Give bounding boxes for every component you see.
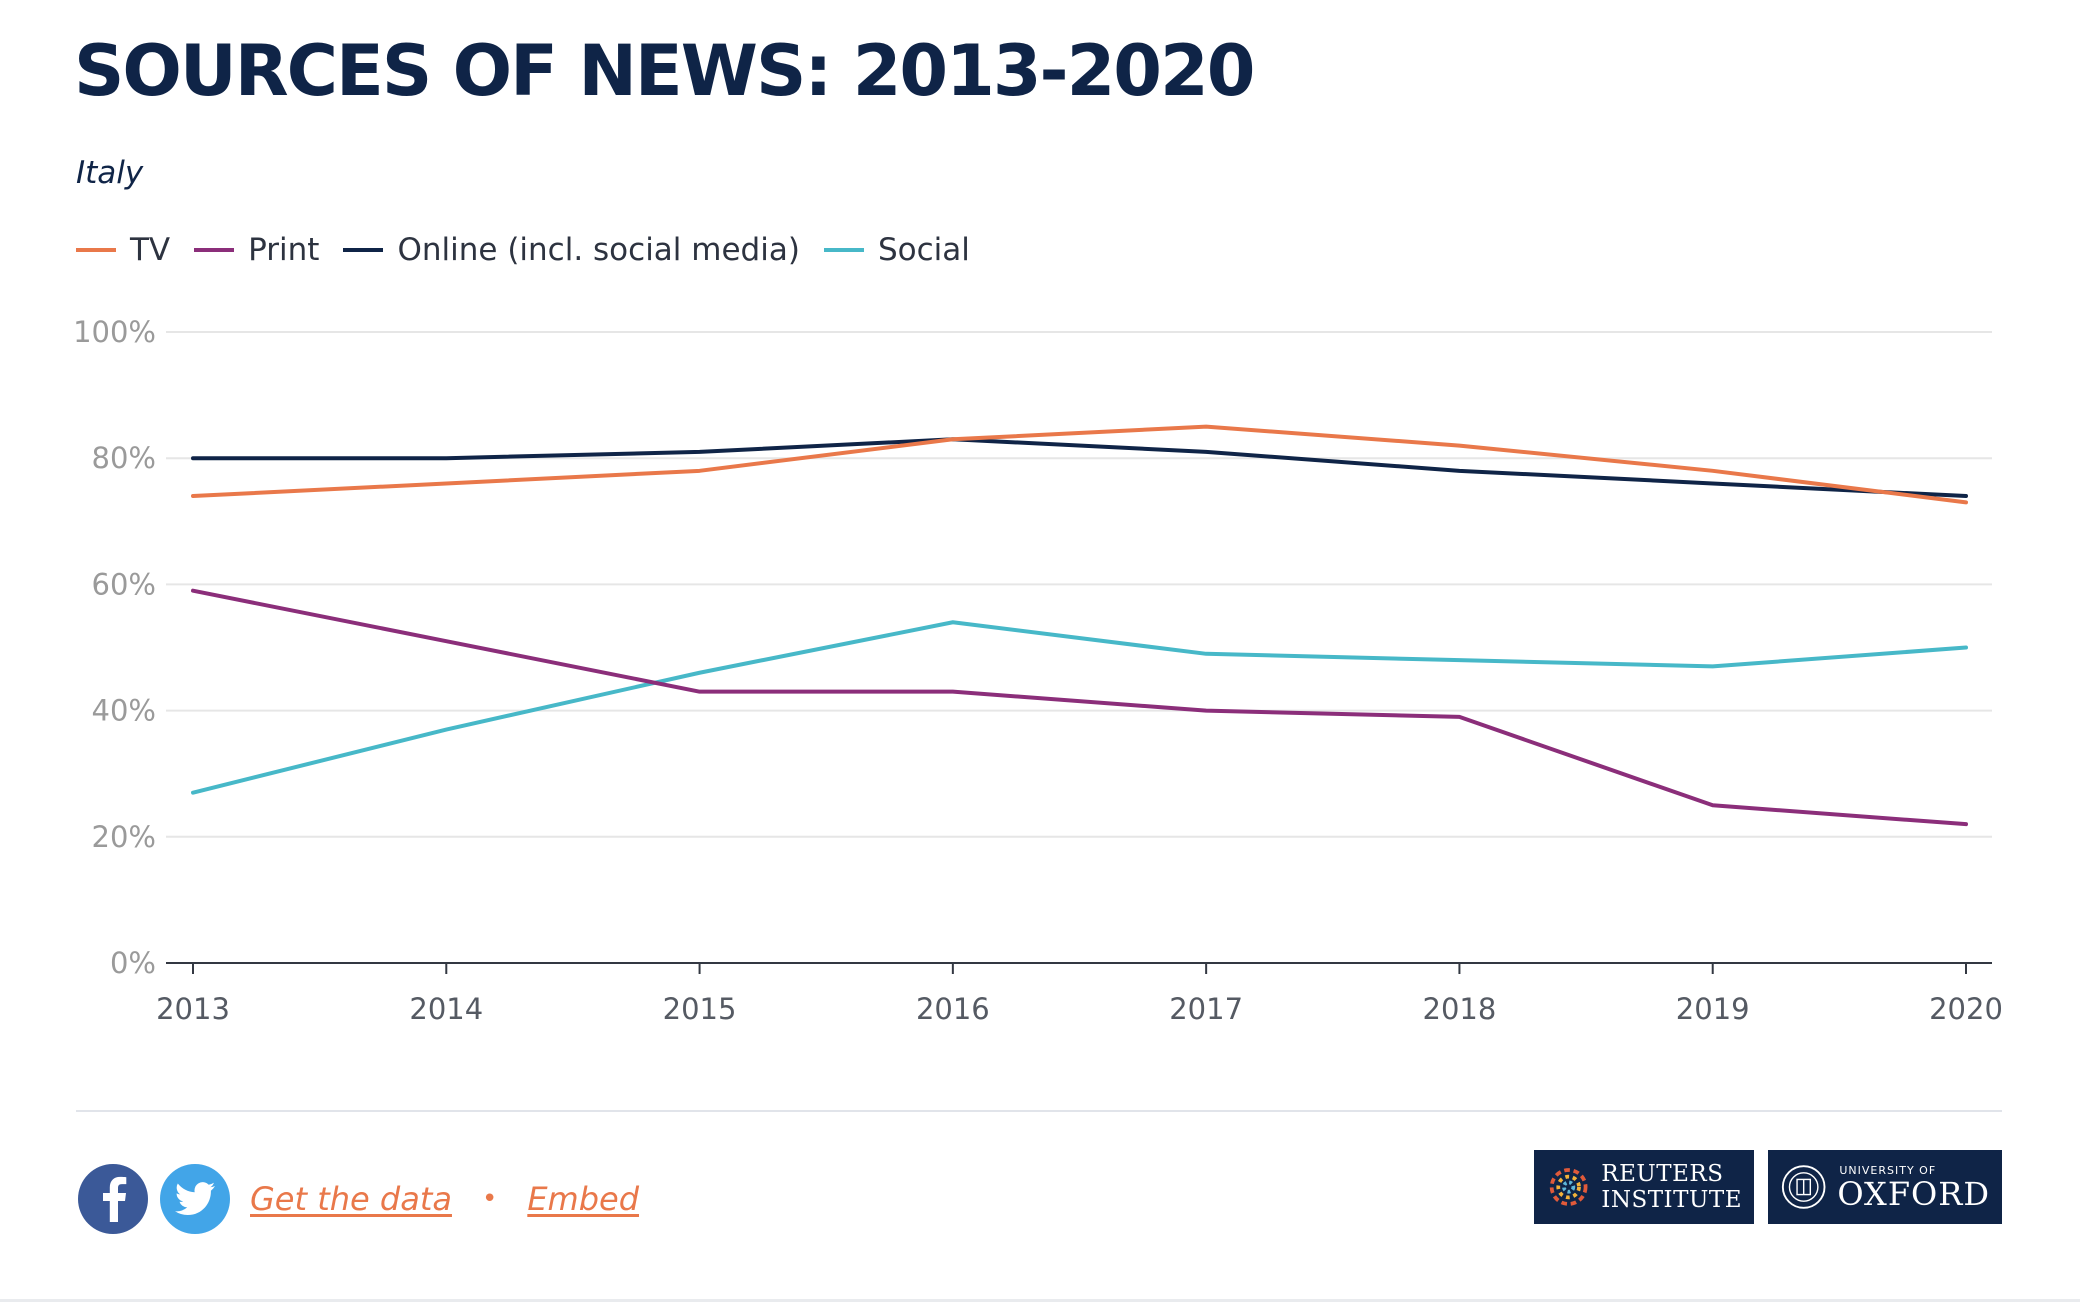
oxford-logo-text: UNIVERSITY OF OXFORD	[1837, 1164, 1990, 1211]
series-line-social	[191, 620, 1968, 795]
oxford-university-logo[interactable]: UNIVERSITY OF OXFORD	[1768, 1150, 2002, 1224]
x-tick-label: 2020	[1929, 992, 2003, 1026]
line-chart: 0% 20% 40% 60% 80% 100% 2013 2014 2015 2016 2017 20…	[73, 315, 2003, 1026]
legend-label-tv: TV	[130, 232, 171, 268]
legend-item-social: Social	[823, 232, 970, 268]
page-bottom-border	[0, 1299, 2080, 1302]
legend: TV Print Online (incl. social media) Soc…	[76, 230, 994, 270]
footer-share-row: Get the data • Embed	[78, 1162, 639, 1236]
partner-logos: REUTERS INSTITUTE UNIVERSITY OF OXFORD	[1520, 1150, 2002, 1224]
series-line-print	[191, 588, 1968, 827]
legend-label-print: Print	[248, 232, 320, 268]
twitter-icon	[175, 1182, 215, 1215]
x-tick-label: 2016	[916, 992, 990, 1026]
reuters-globe-icon	[1549, 1168, 1588, 1206]
legend-label-online: Online (incl. social media)	[397, 232, 800, 268]
legend-swatch-print	[194, 248, 235, 252]
legend-swatch-tv	[76, 248, 116, 252]
legend-item-print: Print	[194, 232, 319, 268]
y-tick-label: 100%	[73, 315, 156, 349]
embed-link[interactable]: Embed	[527, 1180, 640, 1218]
reuters-logo-text: REUTERS INSTITUTE	[1601, 1161, 1742, 1213]
legend-item-online: Online (incl. social media)	[343, 232, 800, 268]
series-line-tv	[191, 424, 1968, 505]
y-tick-label: 0%	[110, 946, 156, 980]
legend-item-tv: TV	[76, 232, 170, 268]
y-tick-label: 60%	[92, 567, 156, 601]
y-tick-label: 40%	[92, 694, 156, 728]
x-tick-label: 2017	[1169, 992, 1243, 1026]
legend-swatch-social	[823, 248, 864, 252]
x-tick-label: 2015	[663, 992, 737, 1026]
x-tick-label: 2014	[409, 992, 483, 1026]
oxford-crest-icon	[1781, 1165, 1826, 1209]
x-tick-label: 2013	[156, 992, 230, 1026]
legend-label-social: Social	[877, 232, 970, 268]
facebook-share-button[interactable]	[78, 1164, 148, 1234]
legend-swatch-online	[343, 248, 384, 252]
y-tick-label: 20%	[92, 820, 156, 854]
facebook-icon	[103, 1176, 127, 1222]
x-tick-label: 2019	[1676, 992, 1750, 1026]
oxford-logo-small-text: UNIVERSITY OF	[1839, 1163, 1937, 1177]
chart-subtitle: Italy	[76, 155, 144, 191]
series-line-online	[191, 437, 1968, 499]
y-tick-label: 80%	[92, 441, 156, 475]
get-the-data-link[interactable]: Get the data	[250, 1180, 452, 1218]
chart-title: SOURCES OF NEWS: 2013-2020	[74, 30, 1255, 112]
oxford-logo-big-text: OXFORD	[1837, 1174, 1990, 1213]
twitter-share-button[interactable]	[160, 1164, 230, 1234]
link-separator: •	[481, 1184, 498, 1214]
reuters-institute-logo[interactable]: REUTERS INSTITUTE	[1534, 1150, 1754, 1224]
x-tick-label: 2018	[1423, 992, 1497, 1026]
footer-divider	[76, 1110, 2002, 1112]
